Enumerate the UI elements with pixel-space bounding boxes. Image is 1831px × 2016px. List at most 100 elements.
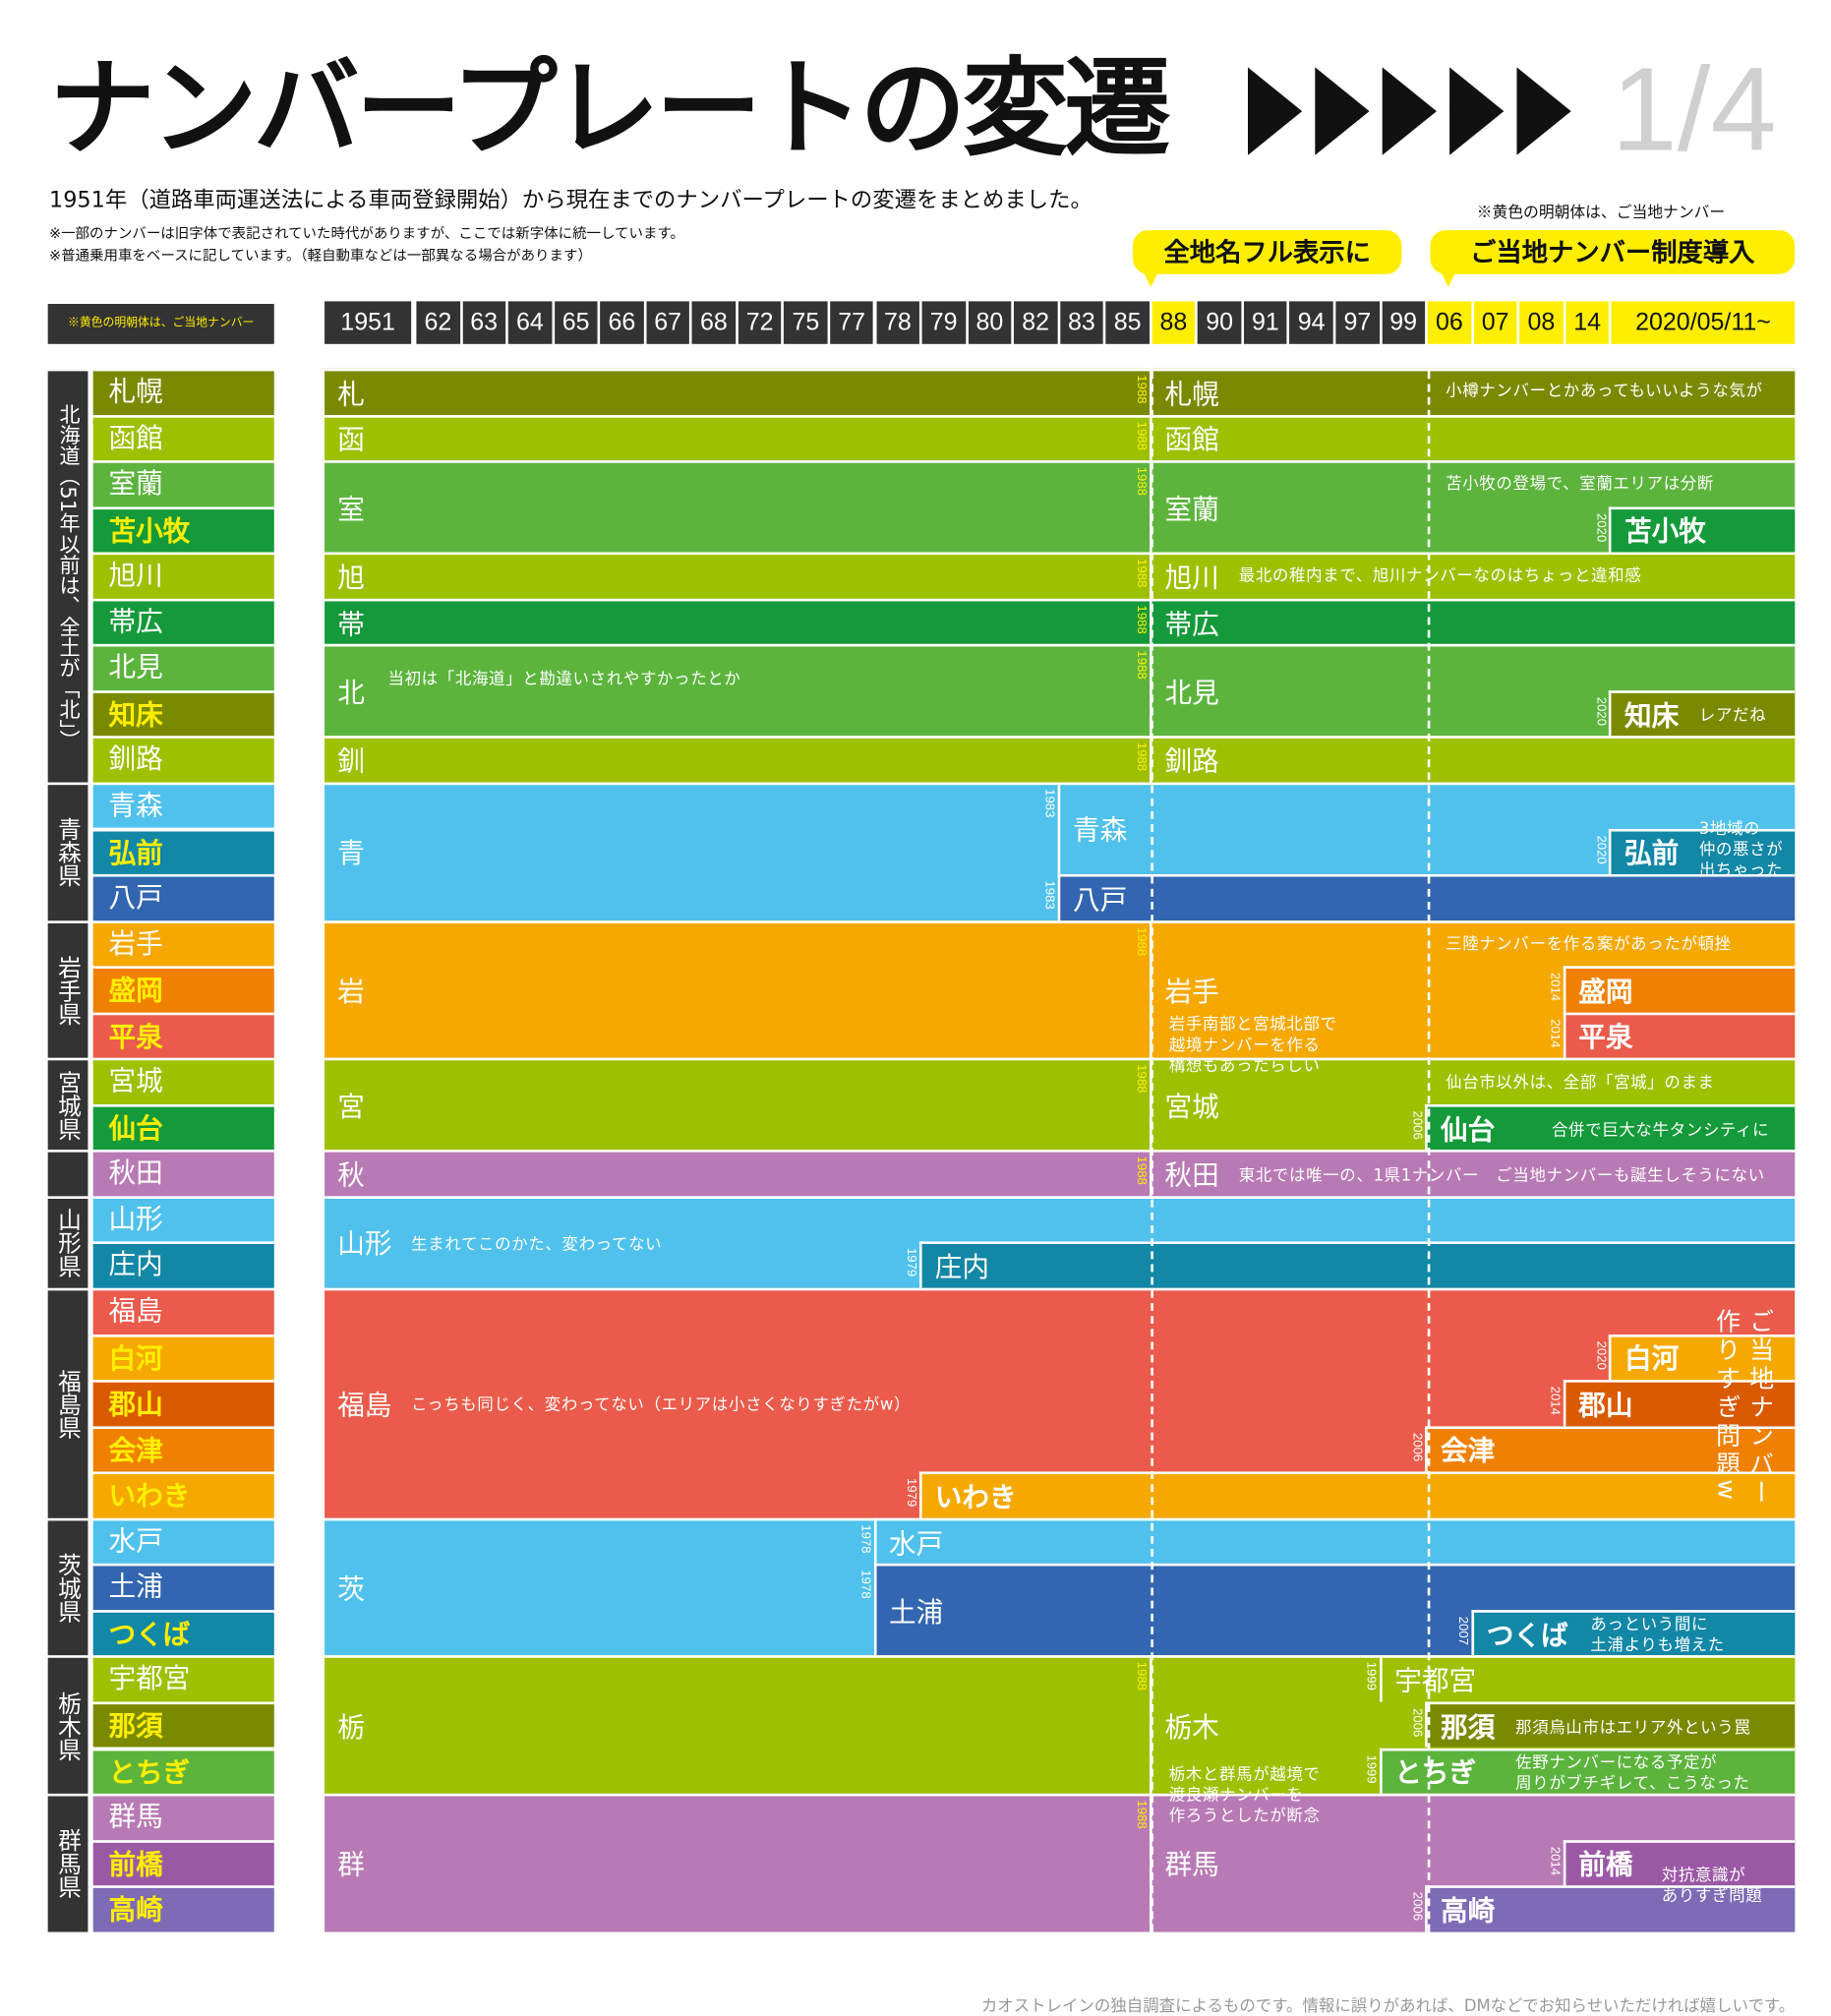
annotation: あっという間に 土浦よりも増えた — [1590, 1614, 1725, 1654]
row-label: 札幌 — [92, 371, 274, 415]
row-label: つくば — [92, 1612, 274, 1656]
year-tag: 1988 — [1133, 605, 1149, 634]
year-header: 68 — [691, 301, 736, 344]
year-tag: 1999 — [1363, 1662, 1379, 1691]
annotation: 苫小牧の登場で、室蘭エリアは分断 — [1446, 473, 1715, 494]
annotation: 対抗意識が ありすぎ問題 — [1661, 1865, 1763, 1905]
plate-label: とちぎ — [1394, 1756, 1477, 1789]
year-header: 82 — [1014, 301, 1058, 344]
plate-label: 岩手 — [1164, 976, 1219, 1008]
plate-block: 札幌 — [1149, 368, 1796, 415]
row-label: 山形 — [92, 1198, 274, 1242]
year-header: 80 — [968, 301, 1012, 344]
plate-label: 群 — [337, 1849, 365, 1881]
year-tag: 1988 — [1133, 466, 1149, 497]
year-tag: 1988 — [1133, 650, 1149, 681]
plate-block: 弘前 — [1609, 828, 1796, 874]
group-label: 福島県 — [47, 1290, 89, 1518]
year-header: 64 — [507, 301, 552, 344]
year-tag: 1988 — [1133, 1156, 1149, 1186]
annotation: 最北の稚内まで、旭川ナンバーなのはちょっと違和感 — [1238, 564, 1642, 585]
footer: カオストレインの独自調査によるものです。情報に誤りがあれば、DMなどでお知らせい… — [980, 1994, 1796, 2015]
plate-label: 岩 — [337, 976, 365, 1008]
plate-block: とちぎ — [1379, 1748, 1796, 1794]
year-tag: 2006 — [1409, 1891, 1424, 1922]
row-label: 知床 — [92, 692, 274, 737]
year-header: 99 — [1382, 301, 1426, 344]
annotation: ご当地ナンバー 作りすぎ問題w — [1712, 1308, 1775, 1509]
page-number: 1/4 — [1611, 43, 1777, 176]
plate-label: 平泉 — [1578, 1021, 1633, 1053]
group-name: 山形県 — [54, 1208, 82, 1278]
header-note: ※普通乗用車をベースに記しています。（軽自動車などは一部異なる場合があります） — [48, 247, 592, 265]
row-label: 高崎 — [92, 1888, 274, 1932]
row-label: 八戸 — [92, 876, 274, 920]
row-label: 白河 — [92, 1336, 274, 1381]
plate-label: 苫小牧 — [1624, 514, 1706, 548]
plate-label: 秋田 — [1164, 1159, 1219, 1192]
year-header: 66 — [600, 301, 644, 344]
group-label: 岩手県 — [47, 922, 89, 1058]
year-header: 72 — [738, 301, 782, 344]
divider — [1151, 371, 1153, 1932]
group-name: 群馬県 — [54, 1828, 82, 1899]
year-header: 14 — [1565, 301, 1610, 344]
year-tag: 1988 — [1133, 1800, 1149, 1829]
legend-note: ※黄色の明朝体は、ご当地ナンバー — [1476, 203, 1726, 221]
plate-label: 群馬 — [1164, 1849, 1219, 1881]
balloon: 全地名フル表示に — [1132, 230, 1402, 274]
year-header: 79 — [921, 301, 966, 344]
year-header: 62 — [416, 301, 460, 344]
row-label: 福島 — [92, 1290, 274, 1334]
plate-label: 旭川 — [1164, 562, 1219, 594]
year-tag: 1978 — [857, 1570, 872, 1600]
plate-label: 函 — [337, 424, 365, 456]
year-tag: 1988 — [1133, 421, 1149, 450]
plate-label: 水戸 — [889, 1527, 944, 1560]
plate-label: 室 — [337, 493, 365, 525]
year-tag: 1988 — [1133, 1064, 1149, 1094]
plate-block: 帯広 — [1149, 598, 1796, 645]
annotation: 当初は「北海道」と勘違いされやすかったとか — [387, 668, 741, 688]
plate-label: 宮城 — [1164, 1091, 1219, 1123]
row-label: 庄内 — [92, 1244, 274, 1288]
arrows — [1247, 67, 1571, 155]
group-label: 北海道（51年以前は、全土が「北」） — [47, 371, 89, 783]
title: ナンバープレートの変遷 — [48, 47, 1170, 171]
plate-label: 栃木 — [1164, 1711, 1219, 1744]
group-name: 宮城県 — [54, 1070, 82, 1141]
group-name: 北海道（51年以前は、全土が「北」） — [55, 402, 81, 750]
plate-block: 白河 — [1609, 1334, 1796, 1381]
annotation: 三陸ナンバーを作る案があったが頓挫 — [1446, 933, 1732, 954]
subtitle: 1951年（道路車両運送法による車両登録開始）から現在までのナンバープレートの変… — [48, 187, 1093, 213]
year-tag: 2006 — [1409, 1707, 1424, 1738]
plate-label: 盛岡 — [1578, 975, 1633, 1008]
year-header: 83 — [1059, 301, 1103, 344]
plate-label: 山形 — [337, 1228, 392, 1261]
annotation: 岩手南部と宮城北部で 越境ナンバーを作る 構想もあったらしい — [1168, 1013, 1337, 1075]
annotation: こっちも同じく、変わってない（エリアは小さくなりすぎたがw） — [411, 1393, 912, 1414]
plate-label: 旭 — [337, 562, 365, 594]
year-header: 1951 — [325, 301, 412, 344]
plate-label: 函館 — [1164, 424, 1219, 456]
plate-label: 宇都宮 — [1394, 1665, 1477, 1697]
group-label: 栃木県 — [47, 1658, 89, 1794]
annotation: 佐野ナンバーになる予定が 周りがブチギレて、こうなった — [1515, 1751, 1750, 1793]
group-label — [47, 1153, 89, 1197]
row-label: 弘前 — [92, 830, 274, 874]
year-tag: 1978 — [857, 1524, 872, 1554]
row-label: 群馬 — [92, 1796, 274, 1840]
year-tag: 2020 — [1593, 696, 1608, 726]
plate-label: 宮 — [337, 1091, 365, 1123]
row-label: 前橋 — [92, 1842, 274, 1886]
plate-block: 知床 — [1609, 689, 1796, 737]
annotation: レアだね — [1698, 704, 1767, 725]
plate-label: 茨 — [337, 1573, 365, 1605]
group-name: 青森県 — [54, 817, 82, 888]
year-header: 67 — [646, 301, 690, 344]
plate-block: 釧路 — [1149, 736, 1796, 783]
annotation: 3地域の 仲の悪さが 出ちゃった — [1698, 818, 1784, 880]
row-label: 函館 — [92, 417, 274, 461]
plate-label: つくば — [1486, 1618, 1568, 1651]
year-header: 08 — [1519, 301, 1564, 344]
